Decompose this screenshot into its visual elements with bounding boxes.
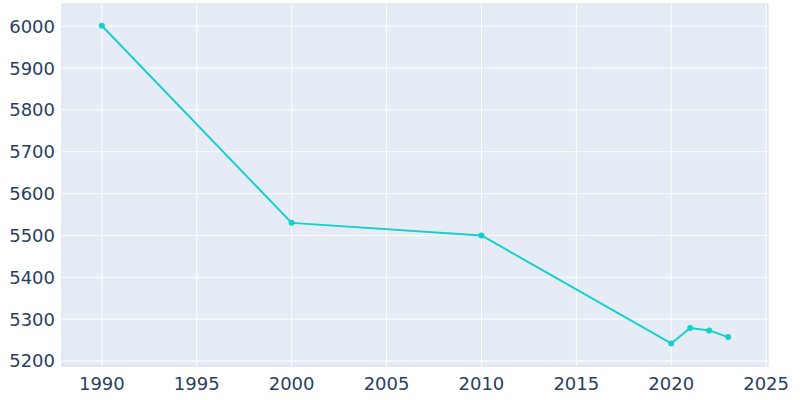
x-grid-line — [576, 4, 577, 366]
y-grid-line — [62, 193, 768, 194]
y-grid-line — [62, 360, 768, 361]
x-grid-line — [766, 4, 767, 366]
y-grid-line — [62, 109, 768, 110]
chart-container: 1990 1995 2000 2005 2010 2015 2020 2025 5200 5300… — [0, 0, 800, 400]
y-tick-label: 5900 — [9, 58, 55, 79]
x-grid-line — [101, 4, 102, 366]
marker — [478, 232, 484, 238]
y-tick-label: 5500 — [9, 225, 55, 246]
y-tick-label: 5800 — [9, 99, 55, 120]
marker — [725, 334, 731, 340]
y-grid-line — [62, 319, 768, 320]
y-tick-label: 5400 — [9, 267, 55, 288]
y-tick-label: 6000 — [9, 16, 55, 37]
x-grid-line — [291, 4, 292, 366]
y-tick-label: 5600 — [9, 183, 55, 204]
y-grid-line — [62, 68, 768, 69]
line — [102, 26, 728, 344]
x-tick-label: 2020 — [648, 373, 694, 394]
y-grid-line — [62, 26, 768, 27]
series — [99, 23, 731, 347]
y-grid-line — [62, 235, 768, 236]
marker — [706, 327, 712, 333]
marker — [99, 23, 105, 29]
marker — [289, 220, 295, 226]
x-tick-label: 1990 — [79, 373, 125, 394]
x-grid-line — [671, 4, 672, 366]
plot-area — [62, 4, 768, 366]
y-grid-line — [62, 151, 768, 152]
x-tick-label: 1995 — [174, 373, 220, 394]
chart: 1990 1995 2000 2005 2010 2015 2020 2025 5200 5300… — [0, 0, 800, 400]
x-tick-label: 2010 — [459, 373, 505, 394]
y-tick-label: 5700 — [9, 141, 55, 162]
x-tick-label: 2000 — [269, 373, 315, 394]
x-tick-label: 2015 — [553, 373, 599, 394]
y-grid-line — [62, 277, 768, 278]
marker — [668, 340, 674, 346]
x-tick-label: 2005 — [364, 373, 410, 394]
x-grid-line — [386, 4, 387, 366]
x-grid-line — [196, 4, 197, 366]
x-tick-label: 2025 — [743, 373, 789, 394]
y-tick-label: 5200 — [9, 350, 55, 371]
y-tick-label: 5300 — [9, 309, 55, 330]
x-grid-line — [481, 4, 482, 366]
marker — [687, 325, 693, 331]
